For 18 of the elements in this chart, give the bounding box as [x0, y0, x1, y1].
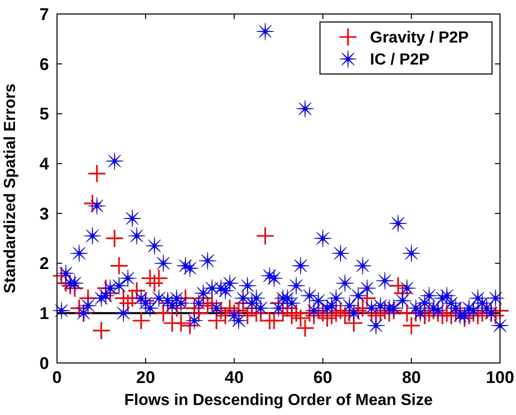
y-tick-label: 6 [40, 54, 49, 74]
y-axis-title: Standardized Spatial Errors [2, 83, 19, 294]
legend-label: IC / P2P [370, 52, 430, 69]
y-tick-label: 7 [40, 4, 49, 24]
y-tick-label: 4 [40, 154, 50, 174]
x-tick-label: 20 [136, 368, 156, 387]
y-tick-label: 2 [40, 254, 49, 274]
x-axis-title: Flows in Descending Order of Mean Size [124, 392, 433, 409]
y-tick-label: 1 [40, 304, 49, 324]
y-tick-label: 0 [40, 354, 49, 373]
x-tick-label: 80 [402, 368, 421, 387]
y-tick-label: 5 [40, 104, 49, 124]
x-tick-label: 60 [313, 368, 332, 387]
legend-label: Gravity / P2P [370, 30, 470, 47]
y-tick-label: 3 [40, 204, 49, 224]
x-tick-label: 100 [486, 368, 514, 387]
x-tick-label: 0 [52, 368, 62, 387]
x-tick-label: 40 [224, 368, 244, 387]
